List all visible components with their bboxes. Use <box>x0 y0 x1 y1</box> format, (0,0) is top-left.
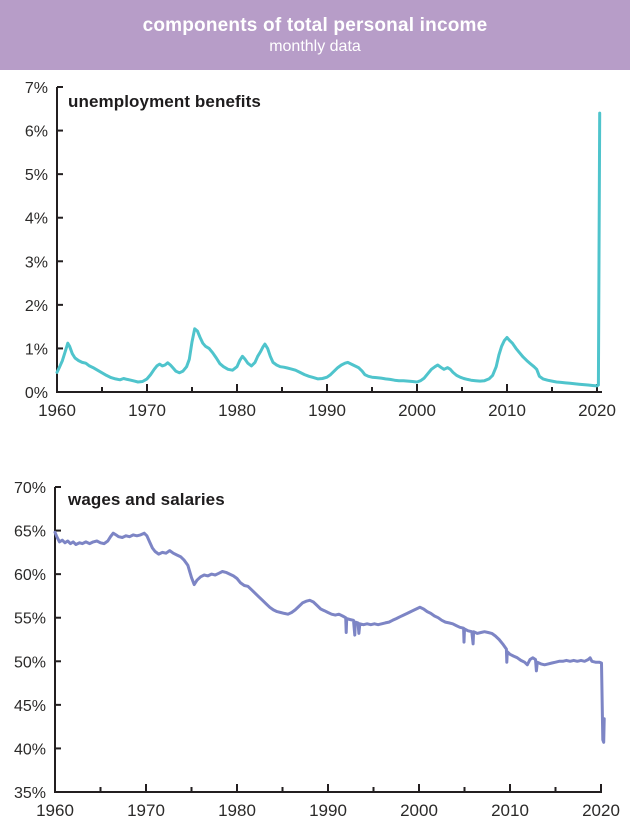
y-axis-tick-label: 4% <box>25 211 48 228</box>
page-title: components of total personal income <box>142 14 488 36</box>
x-axis-tick-label: 2000 <box>398 401 436 420</box>
y-axis-tick-label: 2% <box>25 298 48 315</box>
wages-and-salaries-chart-canvas: 70% 65% 60% 55% 50% 45% 40% 35%1960 1970 1980 1990… <box>14 480 620 820</box>
chart-unemployment-benefits: unemployment benefits 7% 6% 5% 4% 3% 2% 1% 0% 19… <box>0 70 630 420</box>
header-banner: components of total personal income mont… <box>0 0 630 70</box>
x-axis-tick-label: 2010 <box>488 401 526 420</box>
x-axis-tick-label: 2020 <box>582 801 620 820</box>
y-axis-tick-label: 3% <box>25 254 48 271</box>
y-axis-tick-label: 1% <box>25 341 48 358</box>
x-axis-tick-label: 1960 <box>38 401 76 420</box>
y-axis-tick-label: 55% <box>14 611 46 628</box>
x-axis-tick-label: 2010 <box>491 801 529 820</box>
x-axis-tick-label: 1970 <box>128 401 166 420</box>
x-axis-tick-label: 1980 <box>218 401 256 420</box>
x-axis-tick-label: 1990 <box>308 401 346 420</box>
x-axis-tick-label: 2020 <box>578 401 616 420</box>
y-axis-tick-label: 40% <box>14 741 46 758</box>
axis-spine <box>54 487 602 793</box>
x-axis-tick-label: 1980 <box>218 801 256 820</box>
chart-title: unemployment benefits <box>68 92 261 111</box>
y-axis-tick-label: 65% <box>14 524 46 541</box>
y-axis-tick-label: 6% <box>25 124 48 141</box>
chart-wages-and-salaries: wages and salaries 70% 65% 60% 55% 50% 45% 40%… <box>0 420 630 828</box>
y-axis-tick-label: 70% <box>14 480 46 497</box>
data-line <box>53 530 606 744</box>
x-axis-tick-label: 1960 <box>36 801 74 820</box>
x-axis-tick-label: 2000 <box>400 801 438 820</box>
y-axis-tick-label: 50% <box>14 654 46 671</box>
y-axis-tick-label: 60% <box>14 567 46 584</box>
unemployment-benefits-chart-canvas: 7% 6% 5% 4% 3% 2% 1% 0%1960 1970 1980 1990 2000 2010… <box>25 80 616 420</box>
y-axis-tick-label: 7% <box>25 80 48 97</box>
chart-title: wages and salaries <box>68 490 225 509</box>
y-axis-tick-label: 35% <box>14 785 46 802</box>
y-axis-tick-label: 45% <box>14 698 46 715</box>
data-line <box>55 111 602 388</box>
y-axis-tick-label: 5% <box>25 167 48 184</box>
x-axis-tick-label: 1970 <box>127 801 165 820</box>
y-axis-tick-label: 0% <box>25 385 48 402</box>
axis-spine <box>56 87 602 393</box>
x-axis-tick-label: 1990 <box>309 801 347 820</box>
page-subtitle: monthly data <box>269 38 361 56</box>
